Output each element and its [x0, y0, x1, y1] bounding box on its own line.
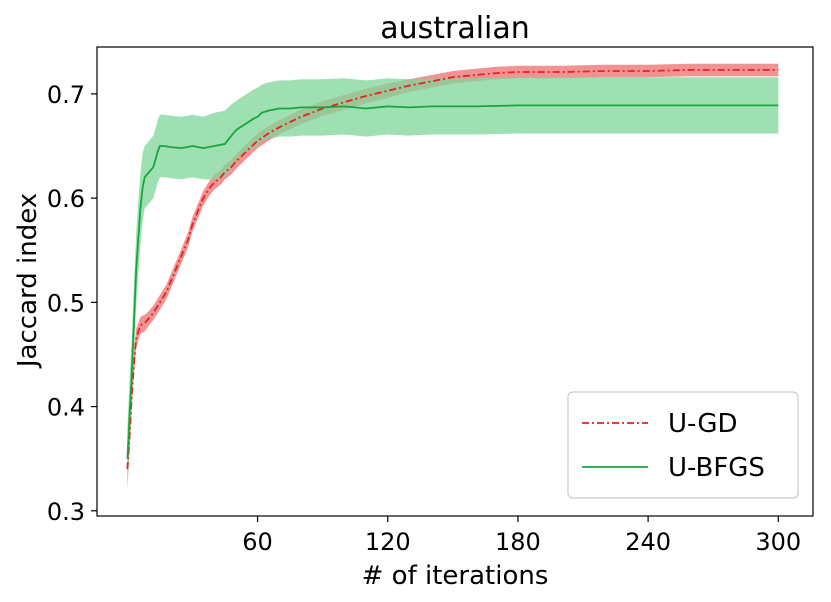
y-tick-label: 0.3	[47, 498, 85, 526]
axes: 60 120 180 240 300 0.3 0.4 0.5 0.6 0.7	[47, 46, 814, 556]
x-tick-label: 240	[625, 528, 671, 556]
series-line-u-bfgs	[126, 104, 779, 459]
band-u-bfgs	[127, 77, 779, 490]
y-tick-label: 0.4	[47, 394, 85, 422]
plot-frame	[96, 46, 814, 517]
x-tick-label: 180	[495, 528, 541, 556]
y-tick-label: 0.5	[47, 289, 85, 317]
x-tick-label: 60	[242, 528, 273, 556]
x-tick-label: 120	[365, 528, 411, 556]
chart-title: australian	[380, 11, 530, 46]
series-line-u-gd	[126, 69, 779, 470]
legend-box	[567, 391, 799, 499]
x-tick-label: 300	[755, 528, 801, 556]
y-axis-title: Jaccard index	[13, 193, 43, 369]
series-lines	[126, 69, 779, 470]
legend-label-u-bfgs: U-BFGS	[668, 453, 765, 483]
legend: U-GD U-BFGS	[567, 391, 799, 499]
legend-label-u-gd: U-GD	[668, 409, 738, 439]
confidence-bands	[127, 63, 779, 490]
y-tick-label: 0.6	[47, 185, 85, 213]
y-tick-label: 0.7	[47, 81, 85, 109]
x-axis-title: # of iterations	[362, 561, 549, 591]
